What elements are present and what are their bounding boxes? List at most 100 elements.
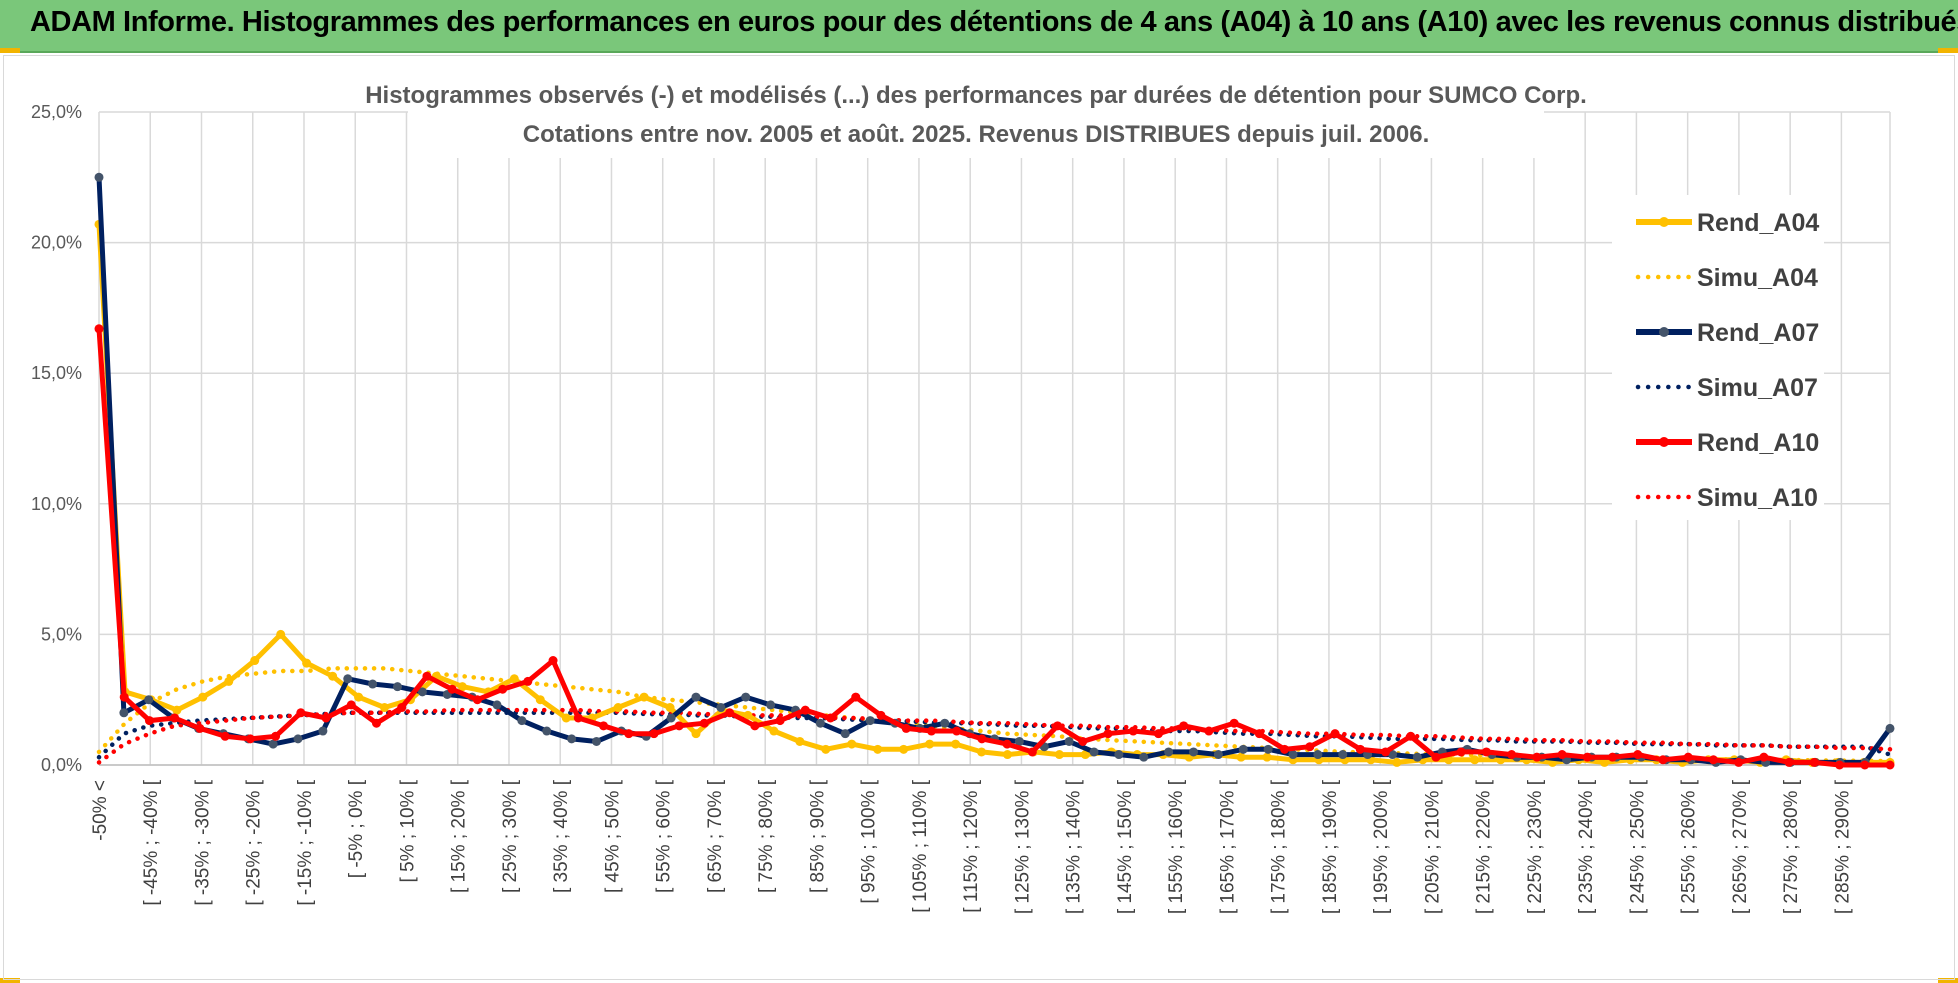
data-point [302,658,312,668]
data-point [1179,721,1189,731]
data-point [599,721,609,731]
data-point [1759,752,1769,762]
x-tick-label: [ 15% ; 20% [ [449,779,470,893]
data-point [354,692,364,702]
x-tick-label: [ 235% ; 240% [ [1576,779,1597,914]
data-point [1238,744,1248,754]
y-axis: 0,0% 5,0% 10,0% 15,0% 20,0% 25,0% [31,102,82,775]
legend-marker [1659,327,1669,337]
x-tick-label: [ 25% ; 30% [ [500,779,521,893]
x-tick-label: [ 35% ; 40% [ [551,779,572,893]
data-point [492,700,502,710]
data-point [691,692,701,702]
legend-item-simu-a10: Simu_A10 [1635,484,1818,512]
x-tick-label: [ 245% ; 250% [ [1627,779,1648,914]
data-point [1582,752,1592,762]
data-point [826,713,836,723]
x-tick-label: [ 255% ; 260% [ [1679,779,1700,914]
data-point [1002,750,1012,760]
data-point [268,739,278,749]
data-point [1388,750,1397,760]
data-point [198,692,208,702]
data-point [795,736,805,746]
data-point [1470,755,1480,765]
x-tick-label: [ 135% ; 140% [ [1064,779,1085,914]
data-point [624,729,634,739]
data-point [741,692,751,702]
chart-title-line-2: Cotations entre nov. 2005 et août. 2025.… [523,121,1430,148]
data-point [343,674,353,684]
y-tick-label: 5,0% [41,624,82,644]
data-point [1114,750,1124,760]
data-point [1213,750,1223,760]
data-point [276,629,286,639]
data-point [94,172,104,182]
y-tick-label: 25,0% [31,102,82,122]
corner-accent-top-left [0,48,20,53]
x-tick-label: [ 205% ; 210% [ [1422,779,1443,914]
legend-label: Simu_A04 [1697,264,1818,292]
data-point [535,695,545,705]
data-point [567,734,577,744]
data-point [224,676,234,686]
data-point [1683,752,1693,762]
data-point [573,713,583,723]
data-point [417,687,427,697]
data-point [665,703,675,713]
legend: Rend_A04 Simu_A04 Rend_A07 Simu_A07 Rend_A10… [1612,195,1824,520]
data-point [1054,750,1064,760]
data-point [1431,752,1441,762]
data-point [119,692,129,702]
legend-item-rend-a10: Rend_A10 [1636,429,1819,457]
grid-lines [98,111,1891,766]
series-rend-a07 [94,172,1895,767]
data-point [873,744,883,754]
data-point [926,726,936,736]
data-point [750,721,760,731]
data-point [393,682,402,692]
x-tick-label: [ 145% ; 150% [ [1115,779,1136,914]
data-point [925,739,935,749]
data-point [1885,723,1895,733]
data-point [743,710,753,720]
data-point [1064,736,1074,746]
data-point [447,684,457,694]
x-tick-label: [ 185% ; 190% [ [1320,779,1341,914]
data-point [1305,742,1315,752]
data-point [1014,736,1024,746]
data-point [699,718,709,728]
data-point [847,739,857,749]
data-point [422,671,432,681]
x-tick-label: [ -5% ; 0% [ [346,779,367,878]
data-point [977,734,987,744]
x-tick-label: [ 75% ; 80% [ [756,779,777,893]
x-tick-label: [ 285% ; 290% [ [1832,779,1853,914]
data-point [1507,750,1517,760]
data-point [1809,757,1819,767]
corner-accent-bottom-left [0,978,20,983]
data-point [1229,718,1239,728]
data-point [821,744,831,754]
data-point [952,726,962,736]
data-point [613,703,623,713]
data-point [951,739,961,749]
data-point [840,729,850,739]
legend-marker [1659,437,1669,447]
data-point [1532,752,1542,762]
data-point [1053,721,1063,731]
x-tick-label: [ -45% ; -40% [ [141,779,162,905]
data-point [321,713,331,723]
data-point [542,726,552,736]
data-point [800,705,810,715]
y-tick-label: 20,0% [31,233,82,253]
x-tick-label: [ -15% ; -10% [ [295,779,316,905]
data-point [1658,755,1668,765]
x-tick-label: [ 5% ; 10% [ [397,779,418,882]
data-point [1280,744,1290,754]
x-tick-label: [ 265% ; 270% [ [1730,779,1751,914]
series-rend-a10 [94,324,1895,770]
legend-item-rend-a04: Rend_A04 [1636,209,1819,237]
data-point [815,718,825,728]
data-point [1153,729,1163,739]
